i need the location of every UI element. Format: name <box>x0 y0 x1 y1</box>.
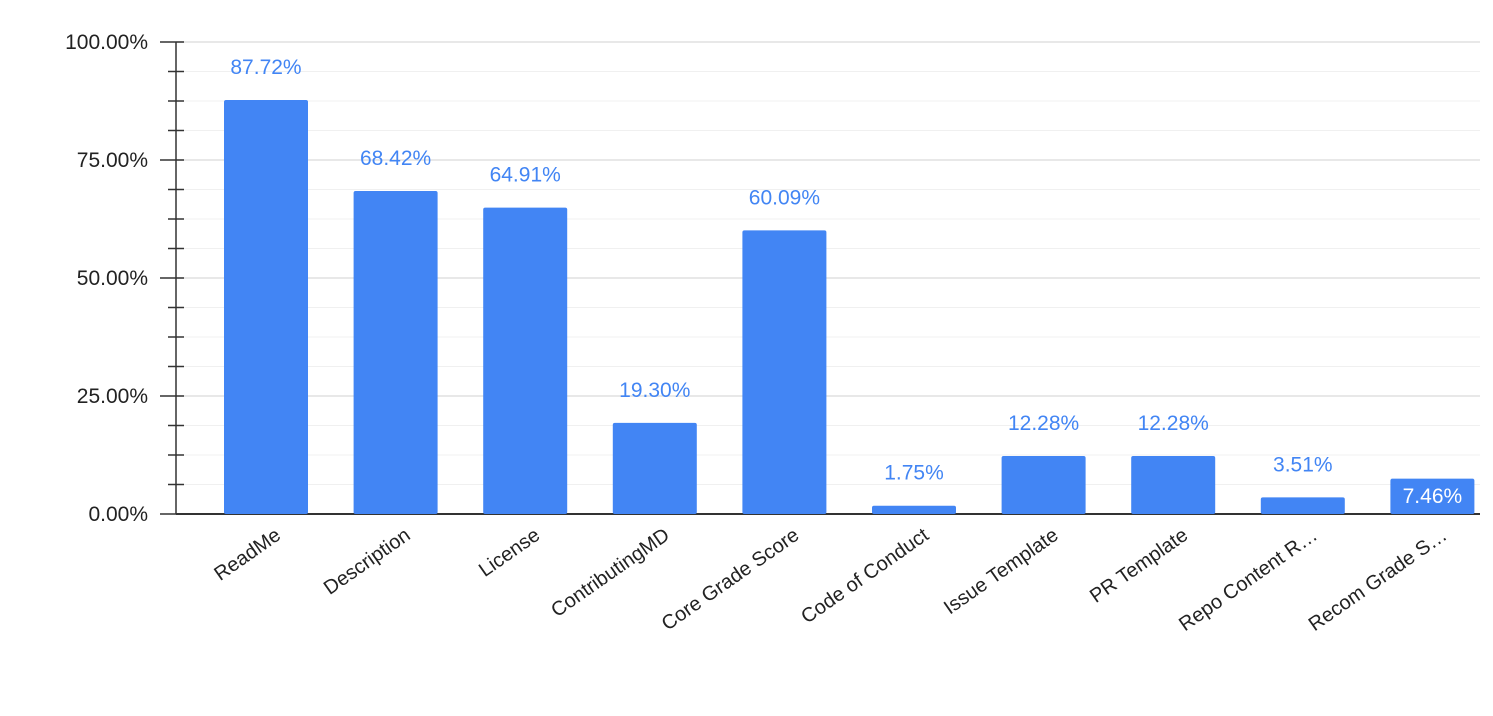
data-label: 12.28% <box>1008 412 1079 435</box>
bar <box>872 505 956 514</box>
x-tick-label: ReadMe <box>210 524 285 585</box>
y-tick-label: 25.00% <box>77 385 148 408</box>
bar <box>1131 456 1216 514</box>
data-label: 68.42% <box>360 147 431 170</box>
data-label: 60.09% <box>749 186 820 209</box>
bar <box>224 99 308 514</box>
bars <box>224 99 1475 515</box>
bar <box>353 191 438 514</box>
bar <box>483 207 568 514</box>
x-tick-label: Core Grade Score <box>658 524 804 635</box>
bar <box>1001 456 1086 514</box>
bar <box>1260 497 1345 514</box>
axes: 0.00% 25.00% 50.00% 75.00% 100.00% <box>65 31 1480 526</box>
x-tick-label: Repo Content R… <box>1175 524 1321 636</box>
x-tick-label: Recom Grade S… <box>1305 524 1451 636</box>
data-label: 12.28% <box>1138 412 1209 435</box>
data-label: 1.75% <box>884 462 944 485</box>
x-tick-label: Code of Conduct <box>797 524 933 628</box>
data-label-box <box>1391 478 1474 513</box>
data-label: 64.91% <box>490 164 561 187</box>
y-tick-label: 100.00% <box>65 31 148 54</box>
x-tick-label: PR Template <box>1086 524 1192 607</box>
data-label: 3.51% <box>1273 453 1333 476</box>
y-tick-label: 75.00% <box>77 149 148 172</box>
y-tick-label: 50.00% <box>77 267 148 290</box>
data-label: 19.30% <box>619 379 690 402</box>
bar <box>742 230 827 515</box>
data-label: 7.46% <box>1403 485 1463 508</box>
x-tick-label: Description <box>320 524 415 599</box>
category-labels: ReadMe Description License ContributingMDCo… <box>210 524 1451 636</box>
x-tick-label: Issue Template <box>940 524 1063 619</box>
y-tick-label: 0.00% <box>88 503 148 526</box>
bar <box>612 422 697 514</box>
x-tick-label: License <box>475 524 544 582</box>
data-label: 87.72% <box>230 56 301 79</box>
data-labels: 87.72% 68.42% 64.91% 19.30% 60.09% 1.75% 12.28… <box>230 56 1474 513</box>
x-tick-label: ContributingMD <box>547 524 673 622</box>
